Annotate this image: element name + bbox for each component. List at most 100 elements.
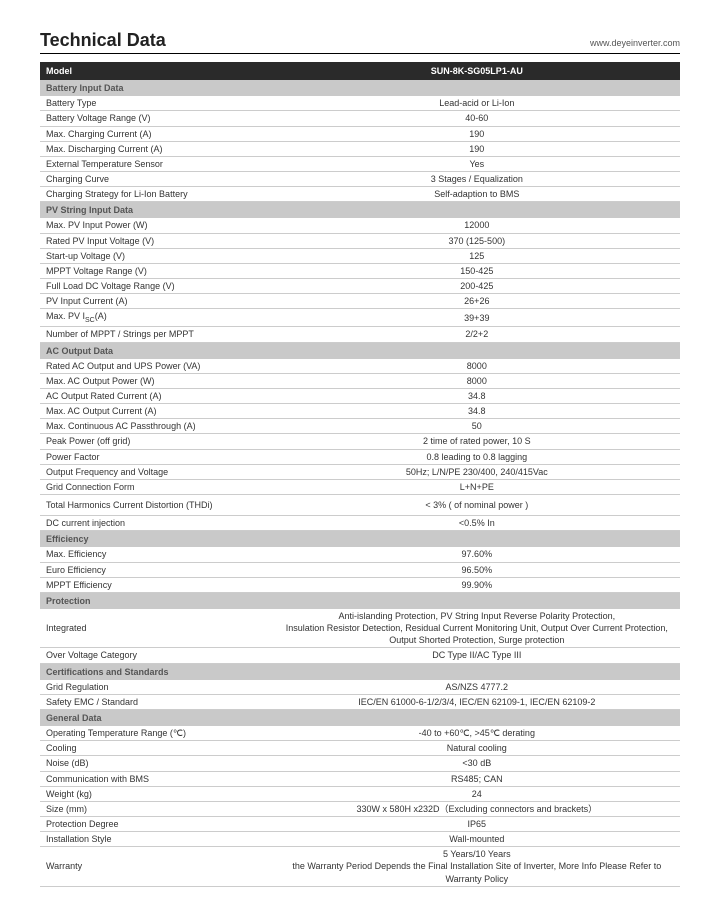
spec-value: L+N+PE: [274, 479, 680, 494]
spec-label: Max. Continuous AC Passthrough (A): [40, 419, 274, 434]
spec-label: Max. Discharging Current (A): [40, 141, 274, 156]
spec-row: Max. AC Output Power (W)8000: [40, 373, 680, 388]
section-header: General Data: [40, 710, 680, 727]
spec-label: Battery Type: [40, 96, 274, 111]
spec-label: Protection Degree: [40, 816, 274, 831]
page-title: Technical Data: [40, 30, 166, 51]
section-title: AC Output Data: [40, 342, 274, 359]
spec-label: Max. AC Output Power (W): [40, 373, 274, 388]
spec-row: Max. PV ISC(A)39+39: [40, 309, 680, 327]
spec-value: Self-adaption to BMS: [274, 187, 680, 202]
spec-row: Max. Efficiency97.60%: [40, 547, 680, 562]
spec-row: Battery TypeLead-acid or Li-Ion: [40, 96, 680, 111]
spec-row: Max. AC Output Current (A)34.8: [40, 404, 680, 419]
spec-row: Output Frequency and Voltage50Hz; L/N/PE…: [40, 464, 680, 479]
spec-value: IP65: [274, 816, 680, 831]
spec-value: <0.5% In: [274, 516, 680, 531]
spec-label: Max. Charging Current (A): [40, 126, 274, 141]
spec-label: Output Frequency and Voltage: [40, 464, 274, 479]
spec-value: 2/2+2: [274, 327, 680, 342]
spec-value: 97.60%: [274, 547, 680, 562]
spec-label: Over Voltage Category: [40, 648, 274, 663]
spec-label: Max. AC Output Current (A): [40, 404, 274, 419]
spec-value: 2 time of rated power, 10 S: [274, 434, 680, 449]
spec-label: Size (mm): [40, 801, 274, 816]
spec-label: Weight (kg): [40, 786, 274, 801]
model-row: ModelSUN-8K-SG05LP1-AU: [40, 62, 680, 80]
spec-value: AS/NZS 4777.2: [274, 680, 680, 695]
section-title: Certifications and Standards: [40, 663, 274, 680]
spec-label: PV Input Current (A): [40, 294, 274, 309]
spec-value: 96.50%: [274, 562, 680, 577]
section-header: Battery Input Data: [40, 80, 680, 96]
spec-label: Integrated: [40, 609, 274, 648]
spec-value: 99.90%: [274, 577, 680, 592]
spec-value: Wall-mounted: [274, 832, 680, 847]
spec-value: 125: [274, 248, 680, 263]
spec-row: Battery Voltage Range (V)40-60: [40, 111, 680, 126]
spec-value: 50Hz; L/N/PE 230/400, 240/415Vac: [274, 464, 680, 479]
spec-value: -40 to +60℃, >45℃ derating: [274, 726, 680, 741]
spec-row: Max. PV Input Power (W)12000: [40, 218, 680, 233]
spec-value: < 3% ( of nominal power ): [274, 495, 680, 516]
spec-label: Rated AC Output and UPS Power (VA): [40, 359, 274, 374]
spec-value: Yes: [274, 156, 680, 171]
model-value: SUN-8K-SG05LP1-AU: [274, 62, 680, 80]
spec-value: 50: [274, 419, 680, 434]
spec-label: Battery Voltage Range (V): [40, 111, 274, 126]
spec-label: MPPT Voltage Range (V): [40, 263, 274, 278]
spec-row: Warranty5 Years/10 Yearsthe Warranty Per…: [40, 847, 680, 886]
spec-value: IEC/EN 61000-6-1/2/3/4, IEC/EN 62109-1, …: [274, 694, 680, 709]
spec-label: Operating Temperature Range (℃): [40, 726, 274, 741]
spec-label: Full Load DC Voltage Range (V): [40, 278, 274, 293]
spec-value: 34.8: [274, 389, 680, 404]
spec-label: Total Harmonics Current Distortion (THDi…: [40, 495, 274, 516]
section-title: Efficiency: [40, 531, 274, 548]
spec-row: MPPT Efficiency99.90%: [40, 577, 680, 592]
spec-value: 3 Stages / Equalization: [274, 171, 680, 186]
page-header: Technical Data www.deyeinverter.com: [40, 30, 680, 54]
spec-label: Charging Curve: [40, 171, 274, 186]
section-header: AC Output Data: [40, 342, 680, 359]
section-header: Efficiency: [40, 531, 680, 548]
spec-row: Max. Charging Current (A)190: [40, 126, 680, 141]
spec-value: 8000: [274, 359, 680, 374]
page-url: www.deyeinverter.com: [590, 38, 680, 48]
spec-value: 330W x 580H x232D（Excluding connectors a…: [274, 801, 680, 816]
spec-label: Communication with BMS: [40, 771, 274, 786]
spec-row: IntegratedAnti-islanding Protection, PV …: [40, 609, 680, 648]
spec-row: Operating Temperature Range (℃)-40 to +6…: [40, 726, 680, 741]
spec-value: 200-425: [274, 278, 680, 293]
spec-row: CoolingNatural cooling: [40, 741, 680, 756]
section-title: Battery Input Data: [40, 80, 274, 96]
spec-label: Installation Style: [40, 832, 274, 847]
spec-value: 34.8: [274, 404, 680, 419]
spec-label: Max. Efficiency: [40, 547, 274, 562]
spec-value: 40-60: [274, 111, 680, 126]
spec-label: Start-up Voltage (V): [40, 248, 274, 263]
spec-value: RS485; CAN: [274, 771, 680, 786]
spec-row: Noise (dB)<30 dB: [40, 756, 680, 771]
spec-row: Rated AC Output and UPS Power (VA)8000: [40, 359, 680, 374]
spec-label: DC current injection: [40, 516, 274, 531]
spec-value: DC Type II/AC Type III: [274, 648, 680, 663]
spec-value: 12000: [274, 218, 680, 233]
spec-row: Size (mm)330W x 580H x232D（Excluding con…: [40, 801, 680, 816]
spec-value: 5 Years/10 Yearsthe Warranty Period Depe…: [274, 847, 680, 886]
section-title: PV String Input Data: [40, 202, 274, 219]
spec-row: Total Harmonics Current Distortion (THDi…: [40, 495, 680, 516]
spec-value: Anti-islanding Protection, PV String Inp…: [274, 609, 680, 648]
spec-value: 39+39: [274, 309, 680, 327]
spec-row: MPPT Voltage Range (V)150-425: [40, 263, 680, 278]
spec-label: Safety EMC / Standard: [40, 694, 274, 709]
spec-value: 190: [274, 126, 680, 141]
spec-row: Grid RegulationAS/NZS 4777.2: [40, 680, 680, 695]
spec-row: Number of MPPT / Strings per MPPT2/2+2: [40, 327, 680, 342]
spec-row: Max. Continuous AC Passthrough (A)50: [40, 419, 680, 434]
spec-row: Rated PV Input Voltage (V)370 (125-500): [40, 233, 680, 248]
spec-label: Euro Efficiency: [40, 562, 274, 577]
spec-label: Peak Power (off grid): [40, 434, 274, 449]
spec-label: Grid Connection Form: [40, 479, 274, 494]
spec-label: Max. PV ISC(A): [40, 309, 274, 327]
spec-label: Cooling: [40, 741, 274, 756]
